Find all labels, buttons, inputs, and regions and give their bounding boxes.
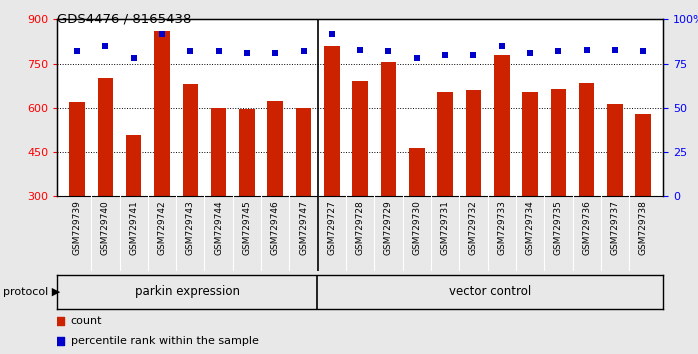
Text: GSM729746: GSM729746 <box>271 200 280 255</box>
Text: GSM729730: GSM729730 <box>413 200 422 255</box>
Bar <box>211 108 226 196</box>
Bar <box>98 79 113 196</box>
Text: GSM729735: GSM729735 <box>554 200 563 255</box>
Bar <box>352 81 368 196</box>
Point <box>230 63 242 68</box>
Point <box>242 50 253 56</box>
Bar <box>126 135 142 196</box>
Point <box>411 56 422 61</box>
Text: GSM729729: GSM729729 <box>384 200 393 255</box>
Bar <box>579 83 595 196</box>
Text: GSM729742: GSM729742 <box>158 200 167 255</box>
Text: GSM729733: GSM729733 <box>497 200 506 255</box>
Point <box>100 43 111 49</box>
Text: GSM729736: GSM729736 <box>582 200 591 255</box>
Bar <box>607 103 623 196</box>
Point <box>185 48 196 54</box>
Text: GSM729739: GSM729739 <box>73 200 82 255</box>
Bar <box>267 101 283 196</box>
Bar <box>182 84 198 196</box>
Point <box>269 50 281 56</box>
Bar <box>409 148 424 196</box>
Text: GSM729737: GSM729737 <box>611 200 619 255</box>
Bar <box>635 114 651 196</box>
Text: GSM729731: GSM729731 <box>440 200 450 255</box>
Point <box>468 52 479 58</box>
Bar <box>324 46 340 196</box>
Point <box>581 47 592 52</box>
Text: GSM729738: GSM729738 <box>639 200 648 255</box>
Text: GDS4476 / 8165438: GDS4476 / 8165438 <box>57 12 192 25</box>
Text: vector control: vector control <box>449 285 531 298</box>
Text: GSM729747: GSM729747 <box>299 200 308 255</box>
Text: GSM729743: GSM729743 <box>186 200 195 255</box>
Text: GSM729728: GSM729728 <box>356 200 364 255</box>
Text: GSM729740: GSM729740 <box>101 200 110 255</box>
Text: GSM729727: GSM729727 <box>327 200 336 255</box>
Text: protocol ▶: protocol ▶ <box>3 287 61 297</box>
Point <box>156 31 168 36</box>
Point <box>128 56 140 61</box>
Text: percentile rank within the sample: percentile rank within the sample <box>71 336 259 346</box>
Point <box>213 48 224 54</box>
Point <box>496 43 507 49</box>
Bar <box>239 109 255 196</box>
Point <box>298 48 309 54</box>
Point <box>326 31 337 36</box>
Text: GSM729744: GSM729744 <box>214 200 223 255</box>
Point <box>609 47 621 52</box>
Bar <box>494 55 510 196</box>
Bar <box>69 102 85 196</box>
Bar <box>551 89 566 196</box>
Bar <box>296 108 311 196</box>
Point <box>524 50 535 56</box>
Point <box>440 52 451 58</box>
Point <box>383 48 394 54</box>
Bar <box>154 31 170 196</box>
Point <box>553 48 564 54</box>
Bar <box>438 92 453 196</box>
Bar <box>522 92 538 196</box>
Text: GSM729745: GSM729745 <box>242 200 251 255</box>
Text: count: count <box>71 316 103 326</box>
Point <box>230 240 242 245</box>
Text: GSM729734: GSM729734 <box>526 200 535 255</box>
Point <box>638 48 649 54</box>
Point <box>355 47 366 52</box>
Text: GSM729741: GSM729741 <box>129 200 138 255</box>
Text: GSM729732: GSM729732 <box>469 200 478 255</box>
Point <box>71 48 82 54</box>
Bar <box>380 62 396 196</box>
Text: parkin expression: parkin expression <box>135 285 239 298</box>
Bar <box>466 90 481 196</box>
